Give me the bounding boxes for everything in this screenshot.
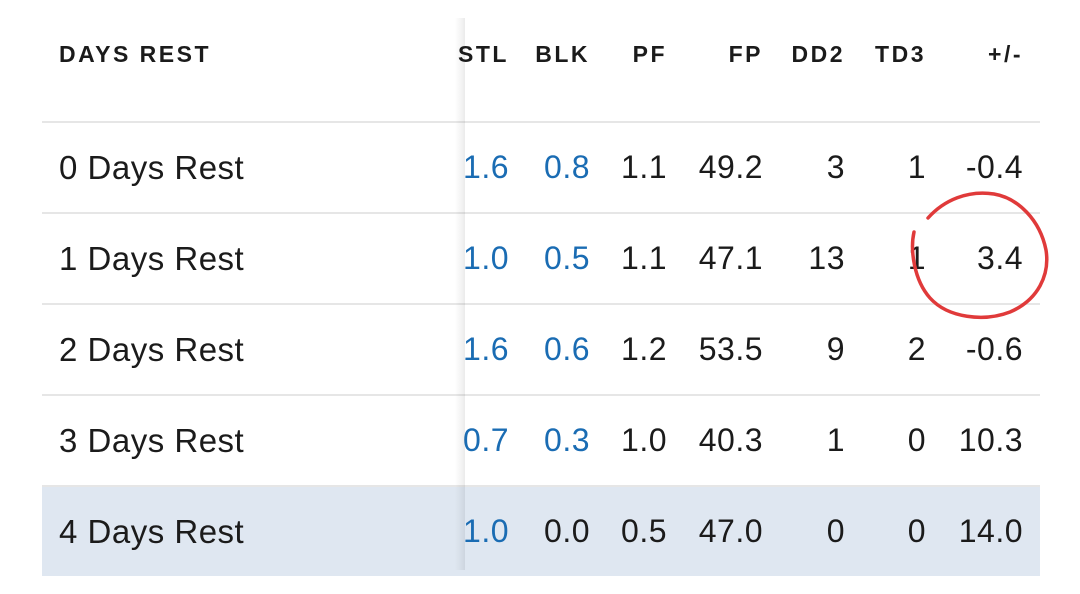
plus-minus-value: 10.3 xyxy=(958,422,1023,458)
row-label: 3 Days Rest xyxy=(59,421,245,459)
table-header-row: DAYS REST STL BLK PF FP DD2 TD3 +/- xyxy=(42,0,1040,123)
pf-value: 0.5 xyxy=(621,513,667,549)
blk-link[interactable]: 0.8 xyxy=(544,149,590,185)
stl-link[interactable]: 1.6 xyxy=(463,331,509,367)
fp-value: 40.3 xyxy=(698,422,763,458)
plus-minus-value: -0.4 xyxy=(965,149,1023,185)
blk-value: 0.0 xyxy=(544,513,590,549)
stl-link[interactable]: 1.0 xyxy=(463,240,509,276)
column-header-dd2[interactable]: DD2 xyxy=(791,41,845,67)
pf-value: 1.2 xyxy=(621,331,667,367)
fp-value: 53.5 xyxy=(698,331,763,367)
column-header-plus-minus[interactable]: +/- xyxy=(988,41,1023,67)
plus-minus-value: 3.4 xyxy=(977,240,1023,276)
row-label: 0 Days Rest xyxy=(59,148,245,186)
fp-value: 47.1 xyxy=(698,240,763,276)
td3-value: 2 xyxy=(907,331,926,367)
blk-link[interactable]: 0.3 xyxy=(544,422,590,458)
stl-link[interactable]: 1.6 xyxy=(463,149,509,185)
plus-minus-value: 14.0 xyxy=(958,513,1023,549)
table-row-highlighted: 4 Days Rest 1.0 0.0 0.5 47.0 0 0 14.0 xyxy=(42,487,1040,576)
td3-value: 0 xyxy=(907,513,926,549)
td3-value: 1 xyxy=(907,149,926,185)
row-label: 1 Days Rest xyxy=(59,239,245,277)
fp-value: 49.2 xyxy=(698,149,763,185)
dd2-value: 13 xyxy=(808,240,845,276)
row-label: 2 Days Rest xyxy=(59,330,245,368)
pf-value: 1.0 xyxy=(621,422,667,458)
table-row: 2 Days Rest 1.6 0.6 1.2 53.5 9 2 -0.6 xyxy=(42,305,1040,396)
pf-value: 1.1 xyxy=(621,149,667,185)
dd2-value: 9 xyxy=(826,331,845,367)
dd2-value: 0 xyxy=(826,513,845,549)
td3-value: 1 xyxy=(907,240,926,276)
table-row: 3 Days Rest 0.7 0.3 1.0 40.3 1 0 10.3 xyxy=(42,396,1040,487)
blk-link[interactable]: 0.5 xyxy=(544,240,590,276)
dd2-value: 3 xyxy=(826,149,845,185)
table-row: 0 Days Rest 1.6 0.8 1.1 49.2 3 1 -0.4 xyxy=(42,123,1040,214)
column-header-td3[interactable]: TD3 xyxy=(875,41,926,67)
column-header-pf[interactable]: PF xyxy=(632,41,667,67)
column-header-fp[interactable]: FP xyxy=(728,41,763,67)
stl-link[interactable]: 1.0 xyxy=(463,513,509,549)
fp-value: 47.0 xyxy=(698,513,763,549)
dd2-value: 1 xyxy=(826,422,845,458)
blk-link[interactable]: 0.6 xyxy=(544,331,590,367)
td3-value: 0 xyxy=(907,422,926,458)
row-label: 4 Days Rest xyxy=(59,512,245,550)
table-row: 1 Days Rest 1.0 0.5 1.1 47.1 13 1 3.4 xyxy=(42,214,1040,305)
plus-minus-value: -0.6 xyxy=(965,331,1023,367)
days-rest-table: DAYS REST STL BLK PF FP DD2 TD3 +/- 0 Da… xyxy=(42,0,1040,576)
column-header-days-rest[interactable]: DAYS REST xyxy=(59,41,212,67)
column-header-blk[interactable]: BLK xyxy=(535,41,590,67)
column-header-stl[interactable]: STL xyxy=(458,41,509,67)
stl-link[interactable]: 0.7 xyxy=(463,422,509,458)
pf-value: 1.1 xyxy=(621,240,667,276)
